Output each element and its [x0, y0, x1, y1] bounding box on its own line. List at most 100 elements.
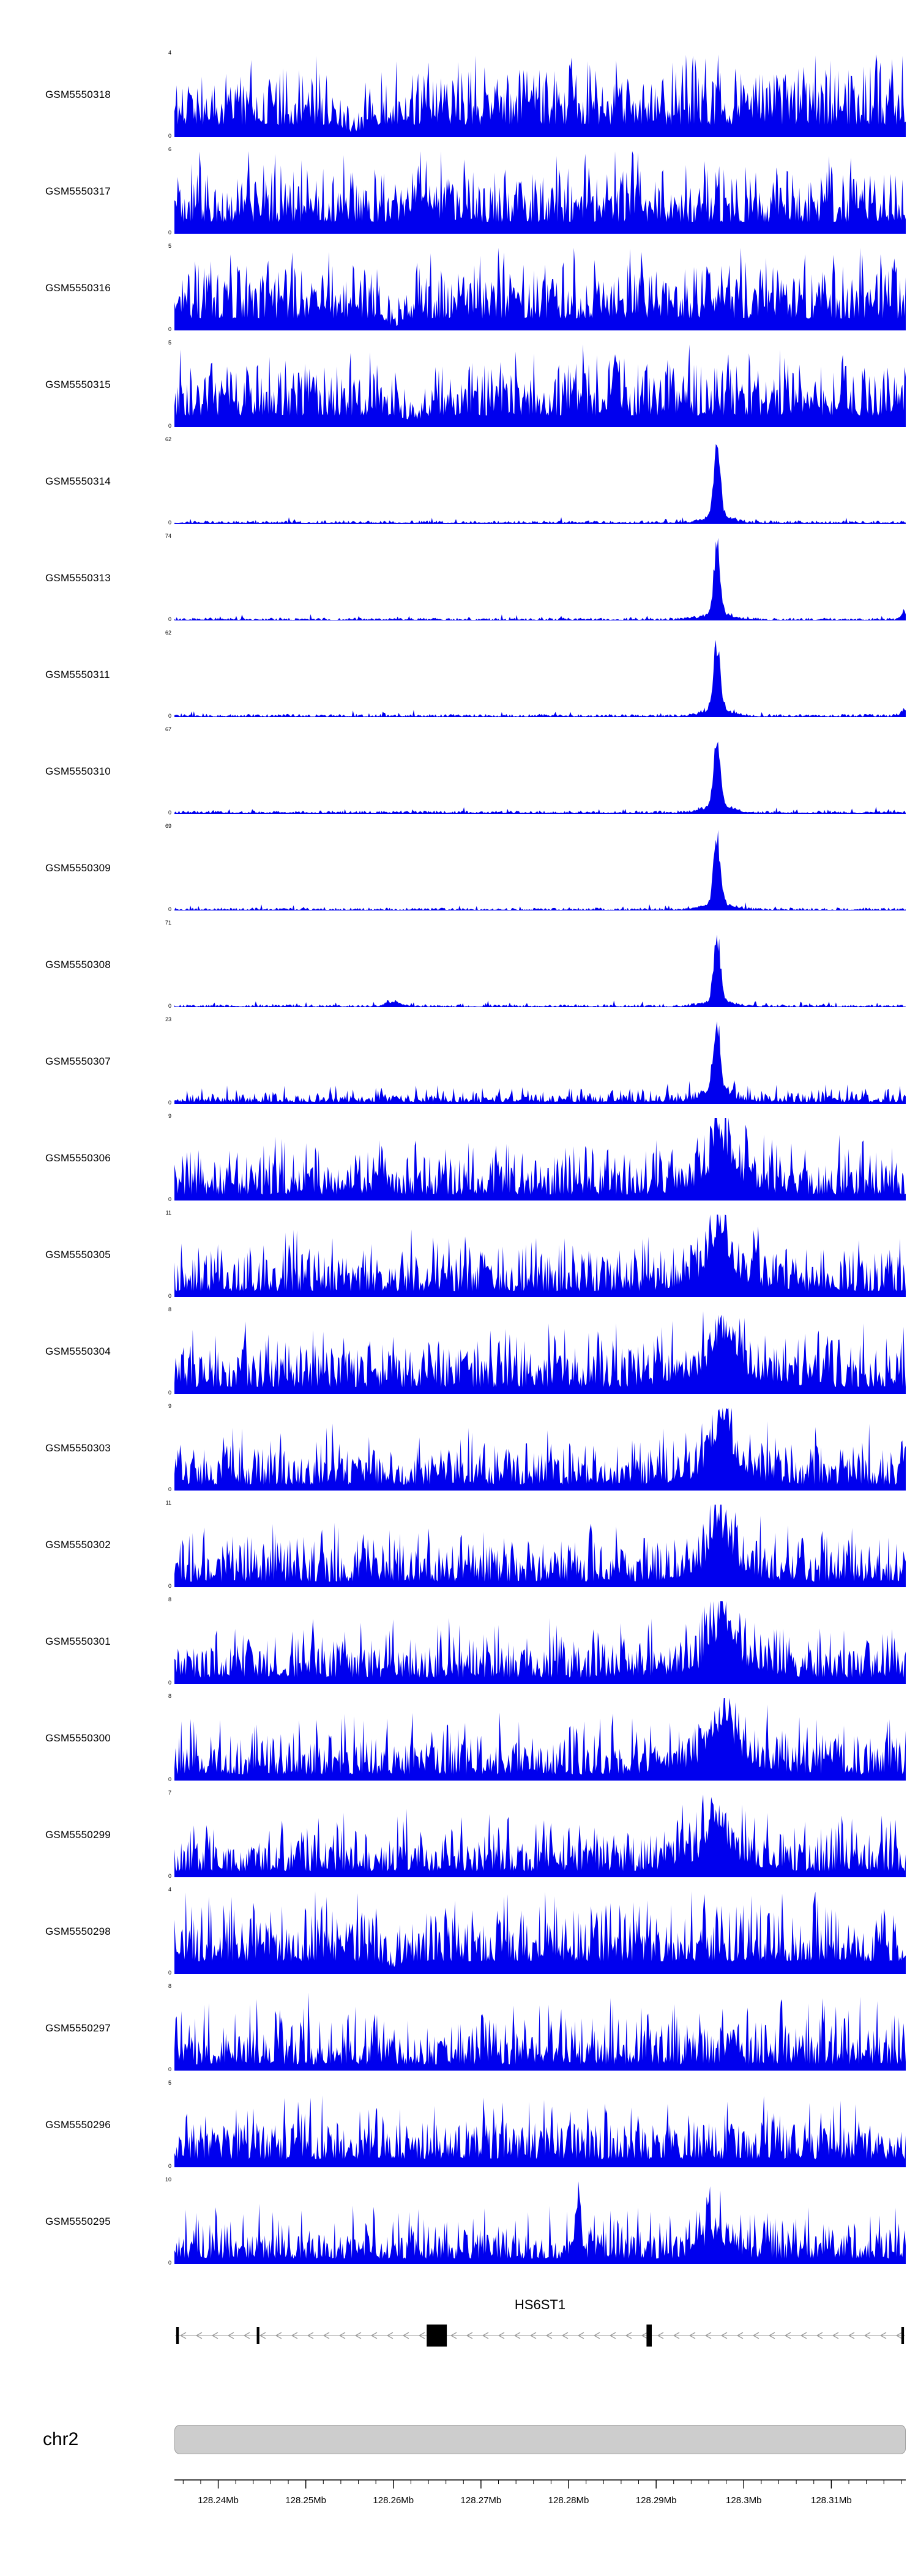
track-row: GSM5550318 4 0	[0, 50, 918, 139]
gene-exon	[176, 2327, 179, 2344]
track-label: GSM5550310	[45, 765, 111, 777]
y-axis-min: 0	[168, 1196, 171, 1202]
y-axis-min: 0	[168, 906, 171, 912]
y-axis-min: 0	[168, 2163, 171, 2169]
y-axis-max: 8	[168, 1693, 171, 1699]
track-row: GSM5550297 8 0	[0, 1984, 918, 2072]
gene-track: HS6ST1	[174, 2297, 906, 2353]
chromosome-ideogram	[174, 2425, 906, 2454]
y-axis-min: 0	[168, 229, 171, 236]
track-label: GSM5550318	[45, 89, 111, 100]
track-row: GSM5550301 8 0	[0, 1597, 918, 1686]
y-axis-max: 5	[168, 340, 171, 346]
y-axis-max: 7	[168, 1790, 171, 1796]
track-row: GSM5550305 11 0	[0, 1210, 918, 1299]
ideogram-row: chr2	[0, 2425, 918, 2454]
y-axis-max: 9	[168, 1403, 171, 1409]
track-row: GSM5550311 62 0	[0, 630, 918, 719]
track-label: GSM5550315	[45, 379, 111, 390]
y-axis-min: 0	[168, 713, 171, 719]
track-label: GSM5550313	[45, 572, 111, 584]
coverage-plot: 71 0	[165, 920, 906, 1009]
y-axis-min: 0	[168, 616, 171, 622]
y-axis-max: 10	[165, 2176, 171, 2183]
track-label: GSM5550299	[45, 1829, 111, 1841]
track-row: GSM5550295 10 0	[0, 2177, 918, 2266]
coverage-area	[174, 151, 906, 234]
coverage-area	[174, 2095, 906, 2167]
y-axis-max: 62	[165, 630, 171, 636]
coverage-area	[174, 639, 906, 717]
y-axis-min: 0	[168, 423, 171, 429]
y-axis-max: 69	[165, 823, 171, 829]
coverage-plot: 10 0	[165, 2177, 906, 2266]
axis-tick-label: 128.27Mb	[461, 2495, 502, 2506]
coverage-area	[174, 1505, 906, 1587]
coverage-area	[174, 538, 906, 620]
track-label: GSM5550311	[45, 669, 110, 680]
y-axis-max: 5	[168, 2080, 171, 2086]
y-axis-min: 0	[168, 810, 171, 816]
coverage-area	[174, 934, 906, 1007]
chromosome-label: chr2	[43, 2429, 79, 2449]
coverage-area	[174, 1215, 906, 1297]
coverage-area	[174, 830, 906, 910]
track-row: GSM5550308 71 0	[0, 920, 918, 1009]
coverage-area	[174, 1698, 906, 1781]
track-label: GSM5550305	[45, 1249, 111, 1260]
coverage-plot: 11 0	[166, 1500, 906, 1589]
track-row: GSM5550299 7 0	[0, 1790, 918, 1879]
track-label: GSM5550300	[45, 1732, 111, 1744]
coverage-area	[174, 1992, 906, 2071]
y-axis-min: 0	[168, 1486, 171, 1492]
coverage-tracks: GSM5550318 4 0 GSM5550317 6 0 GSM5550316 5 0 GSM5…	[0, 50, 918, 2266]
y-axis-min: 0	[168, 326, 171, 332]
track-label: GSM5550309	[45, 862, 111, 874]
track-label: GSM5550296	[45, 2119, 111, 2131]
coverage-plot: 62 0	[165, 437, 906, 526]
gene-model	[175, 2325, 905, 2347]
track-label: GSM5550297	[45, 2022, 111, 2034]
track-label: GSM5550301	[45, 1636, 111, 1647]
y-axis-max: 4	[168, 1886, 171, 1893]
track-row: GSM5550302 11 0	[0, 1500, 918, 1589]
track-row: GSM5550316 5 0	[0, 243, 918, 332]
genome-axis: 128.24Mb 128.25Mb 128.26Mb 128.27Mb 128.28Mb…	[174, 2475, 906, 2526]
track-row: GSM5550296 5 0	[0, 2080, 918, 2169]
coverage-area	[174, 1311, 906, 1394]
coverage-area	[174, 1118, 906, 1201]
coverage-area	[174, 1408, 906, 1491]
coverage-area	[174, 248, 906, 330]
track-row: GSM5550306 9 0	[0, 1114, 918, 1202]
y-axis-max: 23	[165, 1016, 171, 1022]
track-label: GSM5550306	[45, 1152, 111, 1164]
track-row: GSM5550313 74 0	[0, 533, 918, 622]
axis-tick-label: 128.24Mb	[198, 2495, 239, 2506]
y-axis-min: 0	[168, 1680, 171, 1686]
gene-exon	[901, 2327, 905, 2344]
track-label: GSM5550317	[45, 185, 111, 197]
track-row: GSM5550298 4 0	[0, 1887, 918, 1976]
axis-tick-label: 128.31Mb	[811, 2495, 852, 2506]
gene-exon	[427, 2325, 447, 2347]
coverage-plot: 11 0	[166, 1210, 906, 1299]
track-row: GSM5550307 23 0	[0, 1016, 918, 1106]
axis-tick-label: 128.28Mb	[548, 2495, 589, 2506]
track-row: GSM5550300 8 0	[0, 1694, 918, 1782]
track-label: GSM5550295	[45, 2216, 111, 2227]
track-label: GSM5550303	[45, 1442, 111, 1454]
y-axis-min: 0	[168, 1970, 171, 1976]
axis-tick-label: 128.25Mb	[285, 2495, 326, 2506]
track-row: GSM5550309 69 0	[0, 823, 918, 912]
y-axis-min: 0	[168, 1583, 171, 1589]
y-axis-min: 0	[168, 1873, 171, 1879]
y-axis-max: 5	[168, 243, 171, 249]
y-axis-max: 74	[165, 533, 171, 539]
track-row: GSM5550314 62 0	[0, 437, 918, 526]
